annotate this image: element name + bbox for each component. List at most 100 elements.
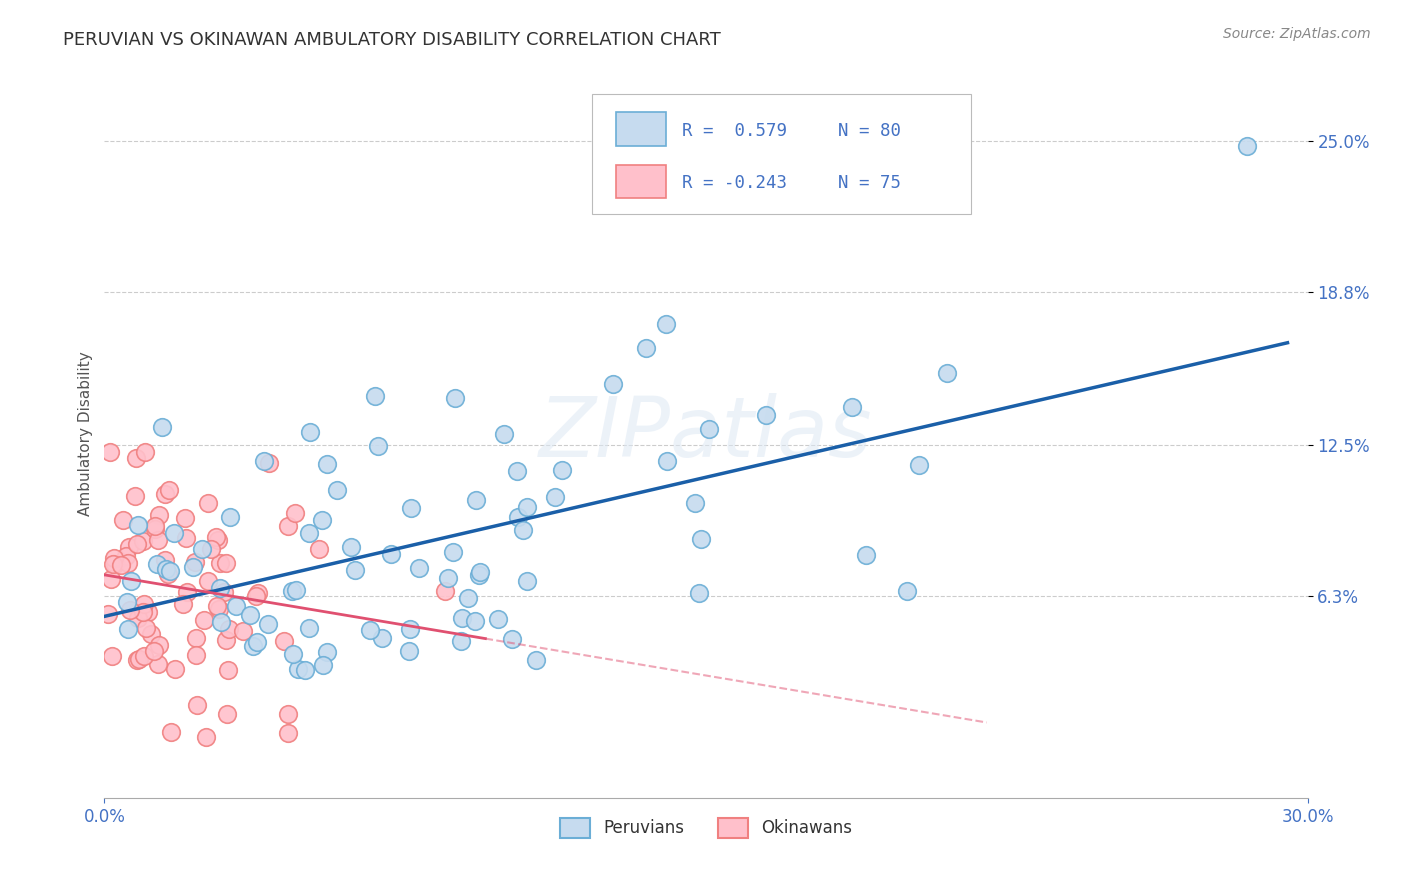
Point xyxy=(218,622,240,636)
Point xyxy=(371,632,394,646)
FancyBboxPatch shape xyxy=(616,112,666,146)
Point xyxy=(308,542,330,557)
Point xyxy=(186,698,208,713)
Point xyxy=(100,649,122,664)
Point xyxy=(683,496,706,510)
Text: Source: ZipAtlas.com: Source: ZipAtlas.com xyxy=(1223,27,1371,41)
Point xyxy=(398,643,420,657)
FancyBboxPatch shape xyxy=(616,165,666,198)
Point xyxy=(1236,139,1258,153)
Point xyxy=(215,707,238,722)
Point xyxy=(225,599,247,613)
Point xyxy=(124,489,146,503)
Point xyxy=(465,492,488,507)
Point xyxy=(132,597,155,611)
Point xyxy=(457,591,479,606)
Point xyxy=(364,389,387,403)
Legend: Peruvians, Okinawans: Peruvians, Okinawans xyxy=(554,811,859,845)
Text: PERUVIAN VS OKINAWAN AMBULATORY DISABILITY CORRELATION CHART: PERUVIAN VS OKINAWAN AMBULATORY DISABILI… xyxy=(63,31,721,49)
Point xyxy=(896,584,918,599)
Point xyxy=(277,707,299,722)
Point xyxy=(125,537,148,551)
Point xyxy=(139,627,162,641)
Point xyxy=(655,317,678,331)
Point xyxy=(294,663,316,677)
Text: R =  0.579: R = 0.579 xyxy=(682,121,787,139)
Point xyxy=(699,422,721,436)
Point xyxy=(128,651,150,665)
Point xyxy=(148,657,170,671)
Text: R = -0.243: R = -0.243 xyxy=(682,174,787,192)
Point xyxy=(259,456,281,470)
Point xyxy=(205,530,228,544)
Point xyxy=(284,506,307,520)
Point xyxy=(163,662,186,676)
Point xyxy=(127,518,149,533)
Point xyxy=(143,522,166,536)
Point xyxy=(434,584,457,599)
Point xyxy=(186,631,208,645)
Point xyxy=(232,624,254,638)
Point xyxy=(207,533,229,548)
Point xyxy=(451,611,474,625)
Point xyxy=(908,458,931,472)
Point xyxy=(657,453,679,467)
Point xyxy=(312,657,335,672)
Point xyxy=(326,483,349,498)
Point xyxy=(181,560,204,574)
Point xyxy=(97,607,120,622)
Point xyxy=(359,623,381,637)
Point xyxy=(146,533,169,547)
Point xyxy=(174,532,197,546)
Point xyxy=(184,648,207,662)
Point xyxy=(117,556,139,570)
Point xyxy=(287,662,309,676)
Point xyxy=(184,555,207,569)
Point xyxy=(311,513,333,527)
Point xyxy=(602,376,624,391)
Point xyxy=(145,558,167,572)
Point xyxy=(208,602,231,616)
Point xyxy=(190,541,212,556)
FancyBboxPatch shape xyxy=(592,94,970,214)
Point xyxy=(343,564,366,578)
Point xyxy=(217,663,239,677)
Point xyxy=(399,500,422,515)
Point xyxy=(273,633,295,648)
Point xyxy=(159,565,181,579)
Point xyxy=(157,483,180,498)
Point xyxy=(398,623,420,637)
Point xyxy=(103,558,125,572)
Point xyxy=(215,632,238,647)
Point xyxy=(506,510,529,524)
Point xyxy=(125,450,148,465)
Point xyxy=(755,408,778,422)
Point xyxy=(100,572,122,586)
Point xyxy=(299,425,322,440)
Point xyxy=(316,645,339,659)
Point xyxy=(197,496,219,510)
Point xyxy=(114,549,136,563)
Point xyxy=(277,726,299,740)
Text: N = 80: N = 80 xyxy=(838,121,901,139)
Text: ZIPatlas: ZIPatlas xyxy=(538,392,873,474)
Point xyxy=(634,341,657,355)
Point xyxy=(284,582,307,597)
Point xyxy=(142,644,165,658)
Point xyxy=(450,634,472,648)
Point xyxy=(194,731,217,745)
Point xyxy=(98,445,121,459)
Point xyxy=(132,605,155,619)
Point xyxy=(200,542,222,557)
Point xyxy=(219,509,242,524)
Point xyxy=(208,556,231,570)
Point xyxy=(127,611,149,625)
Point xyxy=(367,439,389,453)
Point xyxy=(247,586,270,600)
Point xyxy=(380,547,402,561)
Point xyxy=(436,571,458,585)
Point xyxy=(153,487,176,501)
Point xyxy=(516,574,538,589)
Point xyxy=(150,419,173,434)
Point xyxy=(155,562,177,576)
